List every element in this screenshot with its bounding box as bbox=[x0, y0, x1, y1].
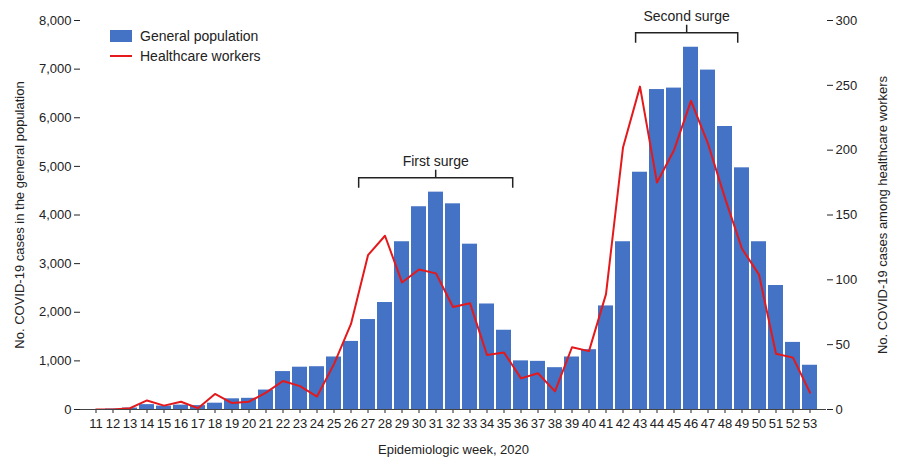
svg-text:40: 40 bbox=[582, 416, 596, 431]
svg-text:Epidemiologic week, 2020: Epidemiologic week, 2020 bbox=[378, 442, 529, 457]
svg-text:51: 51 bbox=[769, 416, 783, 431]
svg-text:34: 34 bbox=[480, 416, 494, 431]
svg-text:0: 0 bbox=[64, 402, 71, 417]
svg-text:38: 38 bbox=[548, 416, 562, 431]
svg-text:39: 39 bbox=[565, 416, 579, 431]
svg-text:53: 53 bbox=[803, 416, 817, 431]
svg-text:35: 35 bbox=[497, 416, 511, 431]
svg-text:18: 18 bbox=[208, 416, 222, 431]
svg-text:42: 42 bbox=[616, 416, 630, 431]
svg-text:22: 22 bbox=[276, 416, 290, 431]
svg-text:First surge: First surge bbox=[403, 153, 469, 169]
svg-text:43: 43 bbox=[633, 416, 647, 431]
svg-text:20: 20 bbox=[242, 416, 256, 431]
svg-text:32: 32 bbox=[446, 416, 460, 431]
svg-text:200: 200 bbox=[836, 142, 858, 157]
svg-text:19: 19 bbox=[225, 416, 239, 431]
svg-text:52: 52 bbox=[786, 416, 800, 431]
svg-text:1,000: 1,000 bbox=[39, 353, 72, 368]
svg-text:46: 46 bbox=[684, 416, 698, 431]
svg-text:300: 300 bbox=[836, 13, 858, 28]
svg-text:5,000: 5,000 bbox=[39, 159, 72, 174]
svg-text:50: 50 bbox=[836, 337, 850, 352]
svg-text:27: 27 bbox=[361, 416, 375, 431]
svg-text:0: 0 bbox=[836, 402, 843, 417]
svg-text:100: 100 bbox=[836, 272, 858, 287]
svg-text:30: 30 bbox=[412, 416, 426, 431]
svg-text:17: 17 bbox=[191, 416, 205, 431]
svg-text:26: 26 bbox=[344, 416, 358, 431]
svg-text:48: 48 bbox=[718, 416, 732, 431]
svg-text:29: 29 bbox=[395, 416, 409, 431]
svg-text:No. COVID-19 cases among healt: No. COVID-19 cases among healthcare work… bbox=[875, 75, 890, 354]
html-text:Healthcare workers: Healthcare workers bbox=[140, 48, 261, 64]
svg-text:45: 45 bbox=[667, 416, 681, 431]
svg-text:Second surge: Second surge bbox=[643, 8, 730, 24]
svg-text:6,000: 6,000 bbox=[39, 110, 72, 125]
svg-text:25: 25 bbox=[327, 416, 341, 431]
html-text:General population: General population bbox=[140, 28, 259, 44]
svg-text:24: 24 bbox=[310, 416, 324, 431]
svg-text:50: 50 bbox=[752, 416, 766, 431]
svg-text:37: 37 bbox=[531, 416, 545, 431]
svg-text:49: 49 bbox=[735, 416, 749, 431]
svg-text:47: 47 bbox=[701, 416, 715, 431]
svg-text:3,000: 3,000 bbox=[39, 256, 72, 271]
svg-text:8,000: 8,000 bbox=[39, 13, 72, 28]
svg-text:150: 150 bbox=[836, 207, 858, 222]
svg-text:14: 14 bbox=[140, 416, 154, 431]
svg-text:44: 44 bbox=[650, 416, 664, 431]
svg-text:33: 33 bbox=[463, 416, 477, 431]
svg-text:41: 41 bbox=[599, 416, 613, 431]
svg-text:23: 23 bbox=[293, 416, 307, 431]
svg-text:15: 15 bbox=[157, 416, 171, 431]
svg-text:2,000: 2,000 bbox=[39, 304, 72, 319]
svg-text:28: 28 bbox=[378, 416, 392, 431]
svg-text:11: 11 bbox=[89, 416, 103, 431]
svg-text:7,000: 7,000 bbox=[39, 61, 72, 76]
svg-text:21: 21 bbox=[259, 416, 273, 431]
svg-text:250: 250 bbox=[836, 77, 858, 92]
svg-text:4,000: 4,000 bbox=[39, 207, 72, 222]
svg-text:36: 36 bbox=[514, 416, 528, 431]
svg-text:No. COVID-19 cases in the gene: No. COVID-19 cases in the general popula… bbox=[12, 81, 27, 348]
svg-text:13: 13 bbox=[123, 416, 137, 431]
svg-text:12: 12 bbox=[106, 416, 120, 431]
svg-text:31: 31 bbox=[429, 416, 443, 431]
svg-text:16: 16 bbox=[174, 416, 188, 431]
